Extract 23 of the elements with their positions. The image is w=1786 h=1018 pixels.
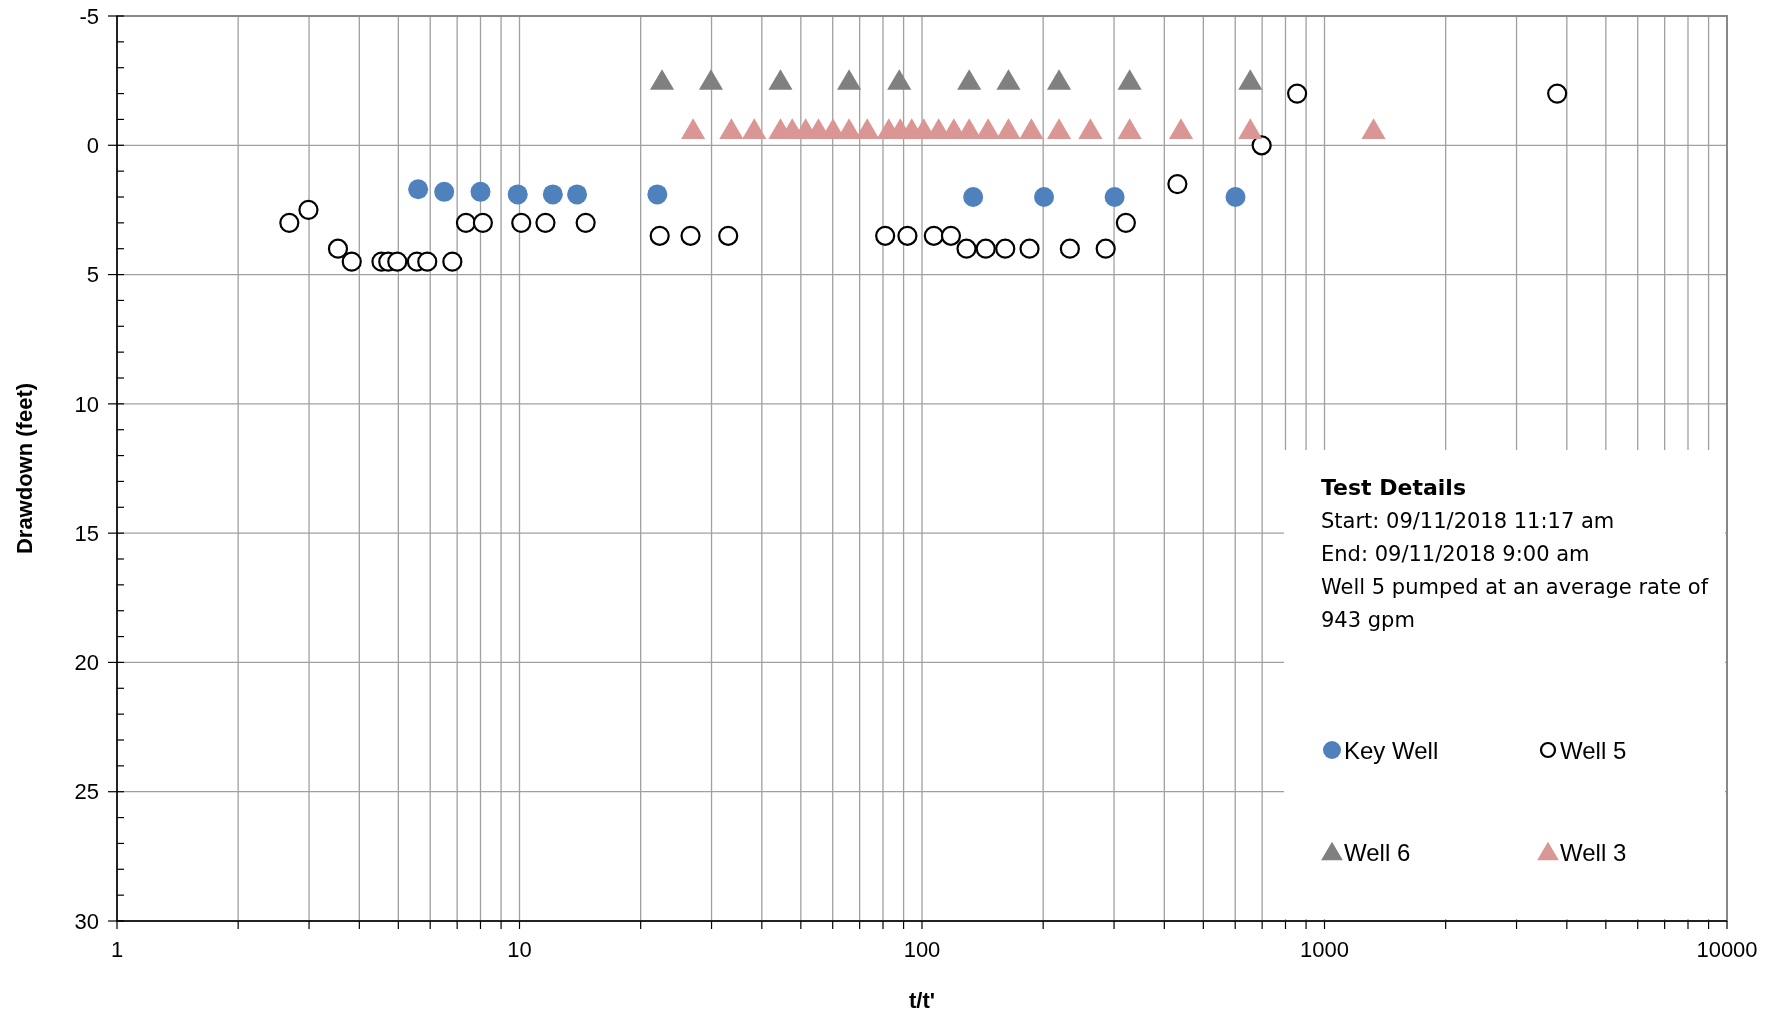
legend-label: Well 3 (1560, 838, 1627, 866)
y-tick-label: 10 (74, 391, 99, 417)
annotation: Start: 09/11/2018 11:17 am (1321, 509, 1615, 533)
x-axis-title: t/t' (909, 988, 935, 1013)
x-tick-label: 1000 (1300, 937, 1349, 962)
legend-label: Well 6 (1344, 838, 1411, 866)
y-tick-label: 15 (74, 520, 99, 546)
y-tick-label: 30 (74, 908, 99, 934)
y-tick-label: 0 (86, 132, 99, 158)
legend-label: Well 5 (1560, 736, 1627, 764)
x-tick-label: 10000 (1696, 937, 1758, 962)
y-axis-title: Drawdown (feet) (12, 382, 37, 555)
x-tick-label: 100 (903, 937, 941, 962)
y-tick-label: 20 (74, 650, 99, 676)
annotation: Well 5 pumped at an average rate of 943 gpm (1321, 575, 1709, 632)
legend-label: Key Well (1344, 736, 1439, 764)
x-tick-label: 1 (110, 937, 124, 962)
y-tick-label: -5 (79, 3, 99, 29)
annotation: End: 09/11/2018 9:00 am (1321, 542, 1590, 566)
y-tick-label: 5 (86, 262, 99, 288)
x-tick-label: 10 (507, 937, 532, 962)
y-tick-label: 25 (74, 779, 99, 805)
annotation: Test Details (1321, 475, 1466, 500)
